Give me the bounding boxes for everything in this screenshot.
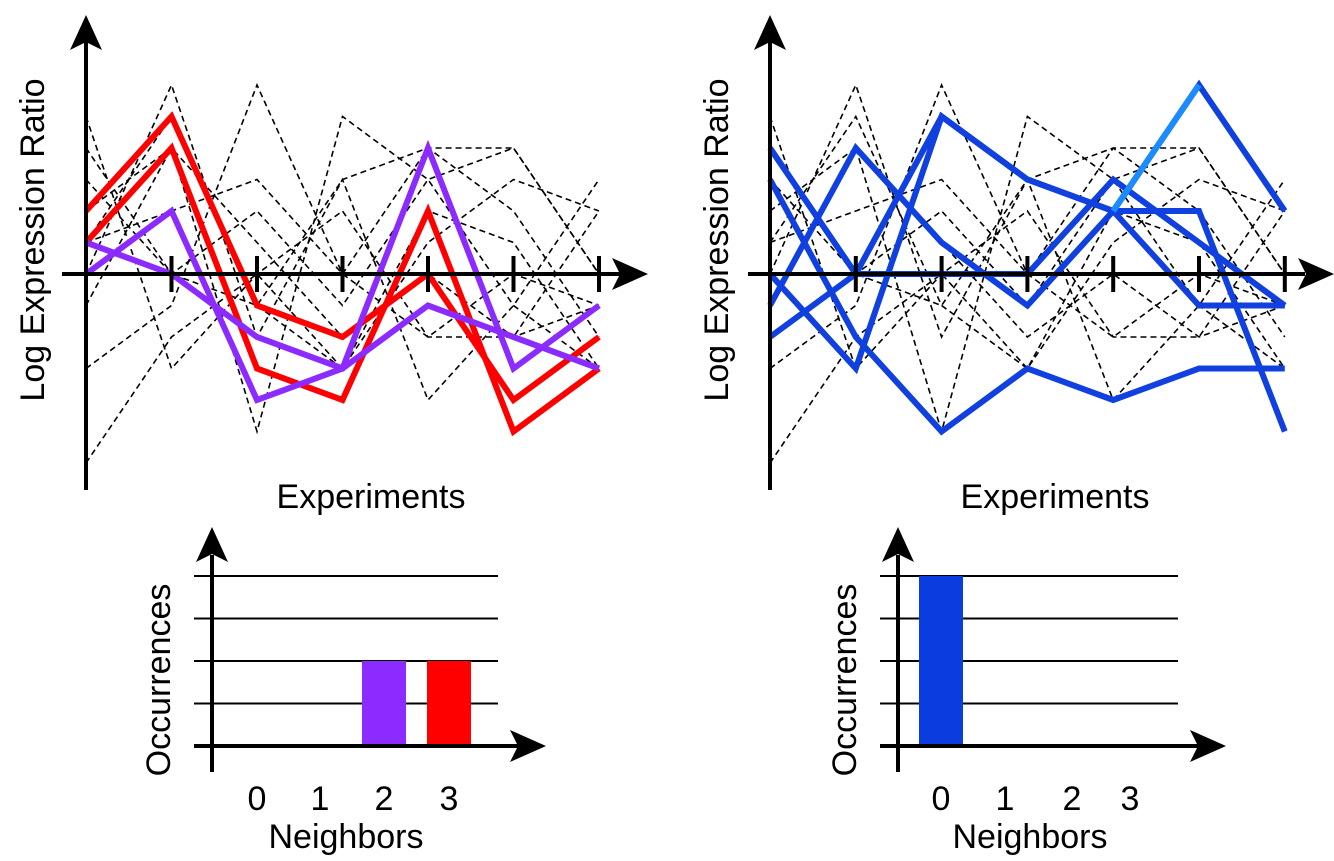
left-hist-y-axis-label: Occurrences	[140, 584, 178, 777]
right-highlighted-profile	[767, 178, 1285, 436]
left-line-chart: Experiments Log Expression Ratio	[14, 15, 648, 516]
left-background-profile	[85, 146, 600, 339]
left-x-axis-label: Experiments	[277, 478, 466, 516]
left-histogram-category-labels: 0 1 2 3	[248, 780, 459, 818]
right-histogram-category-label: 2	[1063, 780, 1082, 818]
left-histogram-bar	[362, 661, 406, 746]
left-histogram-bar	[427, 661, 471, 746]
right-x-ticks	[853, 256, 1287, 292]
right-hist-x-axis-arrowhead	[1190, 730, 1226, 762]
left-histogram-category-label: 1	[311, 780, 330, 818]
left-histogram-bars	[362, 661, 471, 746]
right-background-profile	[769, 146, 1286, 339]
left-y-axis-arrowhead	[70, 15, 102, 50]
left-background-profile	[85, 115, 600, 435]
left-x-ticks	[169, 256, 601, 292]
right-background-profile	[769, 82, 1286, 402]
right-hist-y-axis-arrowhead	[882, 527, 914, 562]
right-histogram-category-label: 3	[1121, 780, 1140, 818]
left-histogram-category-label: 3	[440, 780, 459, 818]
right-hist-y-axis-label: Occurrences	[826, 584, 864, 777]
left-background-profile	[85, 147, 600, 338]
right-x-axis-arrowhead	[1298, 258, 1334, 290]
left-hist-x-axis-label: Neighbors	[269, 818, 424, 856]
left-histogram: 0 1 2 3 Neighbors Occurrences	[140, 527, 546, 856]
left-histogram-gridlines	[194, 575, 498, 705]
left-x-axis-arrowhead	[612, 258, 648, 290]
right-y-axis-label: Log Expression Ratio	[698, 78, 736, 401]
right-background-profile	[769, 114, 1286, 370]
right-highlighted-segment	[1110, 83, 1202, 213]
left-highlighted-profile	[83, 142, 601, 437]
right-highlighted-profile	[767, 111, 1285, 375]
right-histogram: 0 1 2 3 Neighbors Occurrences	[826, 527, 1226, 856]
right-histogram-category-label: 1	[996, 780, 1015, 818]
left-y-axis-label: Log Expression Ratio	[14, 78, 52, 401]
right-x-axis-label: Experiments	[961, 478, 1150, 516]
right-line-chart: Experiments Log Expression Ratio	[698, 15, 1334, 516]
right-histogram-bars	[919, 576, 963, 746]
left-background-profile	[85, 82, 600, 402]
left-hist-x-axis-arrowhead	[510, 730, 546, 762]
right-y-axis-arrowhead	[754, 15, 786, 50]
left-histogram-category-label: 0	[248, 780, 267, 818]
right-background-profile	[769, 116, 1286, 371]
right-hist-x-axis-label: Neighbors	[953, 818, 1108, 856]
right-histogram-category-labels: 0 1 2 3	[932, 780, 1140, 818]
right-histogram-bar	[919, 576, 963, 746]
left-highlighted-profile	[83, 111, 601, 405]
left-histogram-category-label: 2	[375, 780, 394, 818]
left-hist-y-axis-arrowhead	[196, 527, 228, 562]
right-histogram-category-label: 0	[932, 780, 951, 818]
